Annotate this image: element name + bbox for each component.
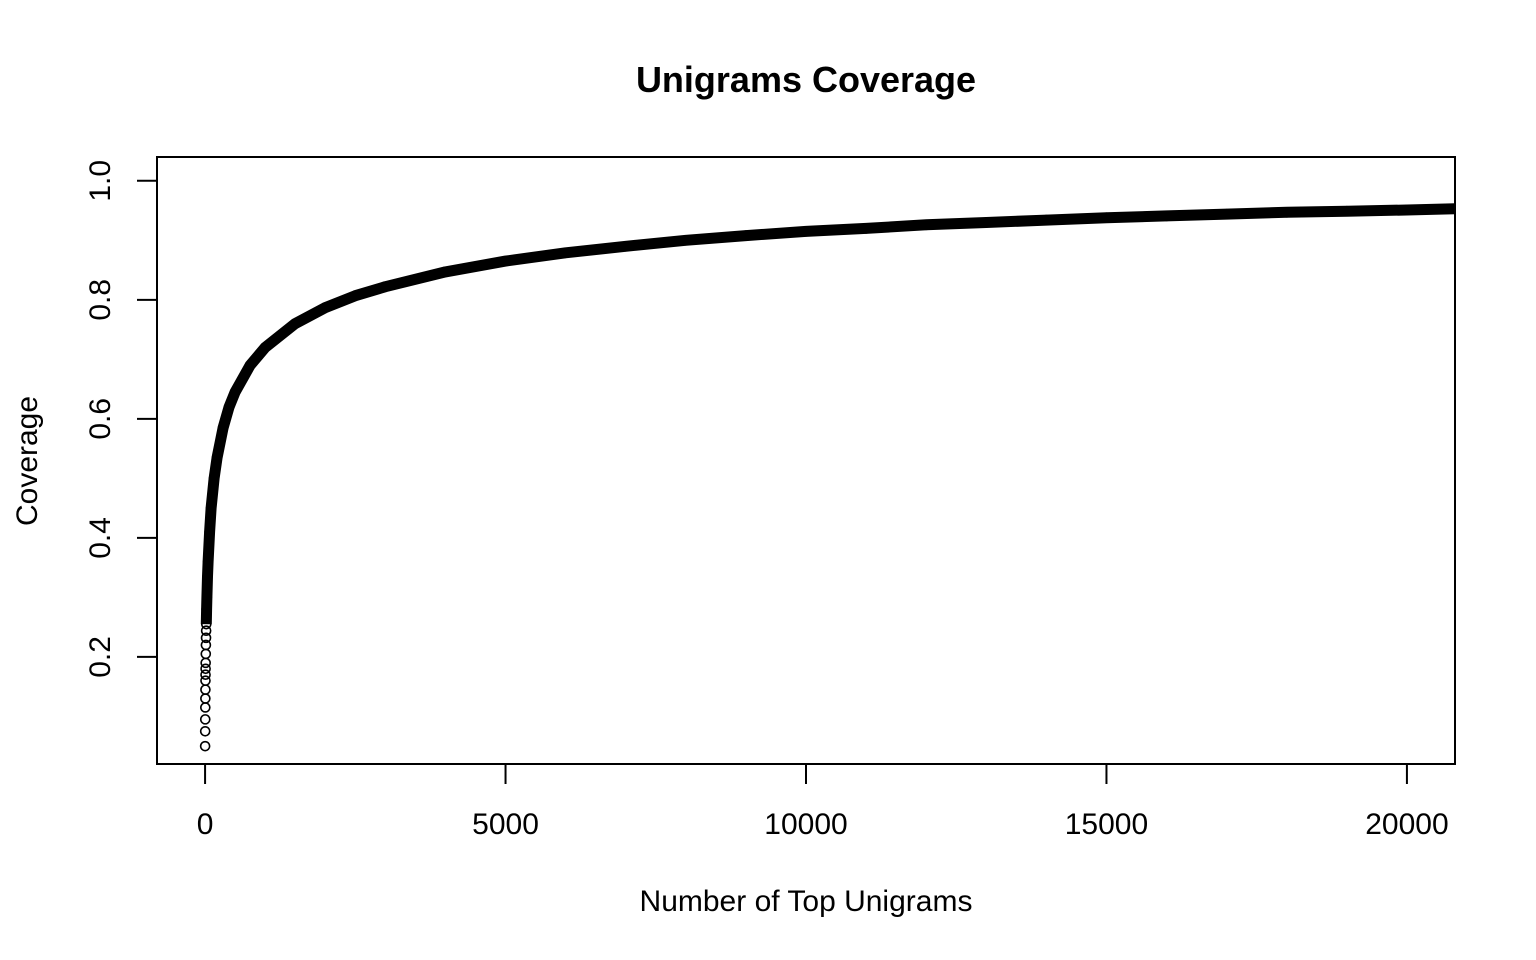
x-axis-label: Number of Top Unigrams xyxy=(640,885,973,918)
data-point xyxy=(200,625,212,636)
data-point xyxy=(199,725,211,737)
x-tick-label: 20000 xyxy=(1365,808,1448,841)
data-point xyxy=(200,684,211,695)
data-point xyxy=(200,663,211,675)
x-tick-label: 10000 xyxy=(764,808,847,841)
y-axis: 0.2 0.4 0.6 0.8 1.0 xyxy=(84,160,158,678)
y-tick-label: 0.2 xyxy=(84,636,117,678)
data-point xyxy=(200,693,211,704)
data-point xyxy=(200,675,211,686)
y-axis-label: Coverage xyxy=(11,396,44,526)
data-point xyxy=(199,740,211,752)
x-tick-label: 0 xyxy=(197,808,214,841)
series-curve xyxy=(200,203,1455,625)
y-tick-label: 1.0 xyxy=(84,160,117,202)
x-axis: 0 5000 10000 15000 20000 xyxy=(197,763,1449,841)
y-tick-label: 0.4 xyxy=(84,517,117,559)
data-point xyxy=(200,632,212,644)
x-tick-label: 5000 xyxy=(472,808,539,841)
data-point xyxy=(200,702,211,713)
data-point xyxy=(200,639,212,651)
y-tick-label: 0.8 xyxy=(84,279,117,321)
data-point xyxy=(200,657,211,669)
data-point xyxy=(200,648,212,660)
y-tick-label: 0.6 xyxy=(84,398,117,440)
x-tick-label: 15000 xyxy=(1065,808,1148,841)
points-layer xyxy=(199,203,1455,752)
data-point xyxy=(199,714,211,725)
data-point xyxy=(200,669,211,681)
plot-frame xyxy=(156,156,1456,765)
chart-title: Unigrams Coverage xyxy=(636,59,976,100)
